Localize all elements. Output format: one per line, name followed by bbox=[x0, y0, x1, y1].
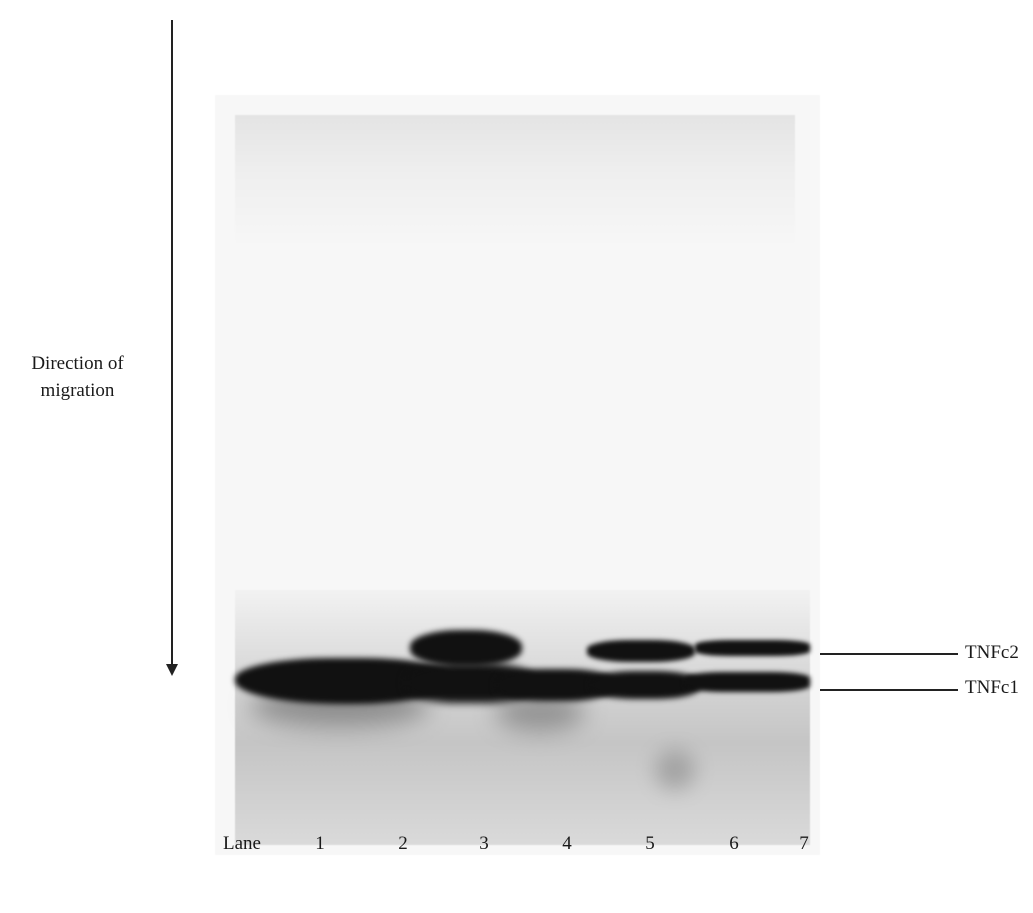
migration-arrow bbox=[171, 20, 173, 666]
band-tnfc1-lane-6-7 bbox=[685, 672, 810, 692]
tnfc1-label: TNFc1 bbox=[965, 677, 1019, 698]
lane-number-2: 2 bbox=[398, 833, 408, 854]
lane-number-4: 4 bbox=[562, 833, 572, 854]
band-smear bbox=[655, 750, 695, 790]
band-tnfc2-lane-6-7 bbox=[695, 640, 810, 656]
direction-label-line-1: Direction of bbox=[31, 353, 124, 374]
lane-number-7: 7 bbox=[799, 833, 809, 854]
gel-image bbox=[215, 95, 820, 855]
lane-number-5: 5 bbox=[645, 833, 655, 854]
arrow-down-icon bbox=[166, 664, 178, 676]
band-tnfc2-lane-3 bbox=[410, 630, 522, 666]
direction-of-migration-label: Direction of migration bbox=[0, 350, 155, 404]
lane-number-1: 1 bbox=[315, 833, 325, 854]
gel-background-haze bbox=[235, 115, 795, 245]
band-tnfc2-lane-5 bbox=[587, 640, 695, 662]
lane-number-3: 3 bbox=[479, 833, 489, 854]
band-tnfc1-lane-5 bbox=[590, 671, 700, 699]
direction-label-line-2: migration bbox=[40, 380, 115, 401]
tnfc2-leader-line bbox=[820, 653, 958, 655]
tnfc2-label: TNFc2 bbox=[965, 642, 1019, 663]
lane-number-6: 6 bbox=[729, 833, 739, 854]
lane-label: Lane bbox=[223, 833, 261, 854]
tnfc1-leader-line bbox=[820, 689, 958, 691]
